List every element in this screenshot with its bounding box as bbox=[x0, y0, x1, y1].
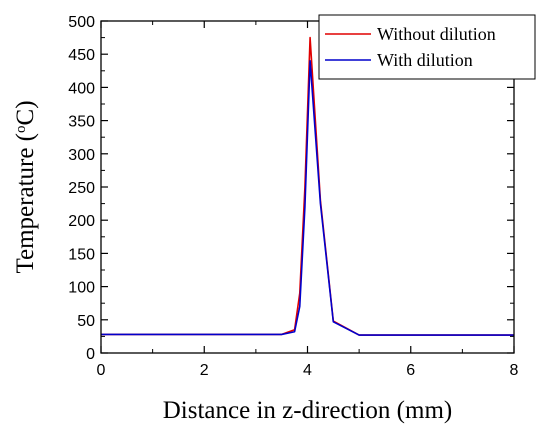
series-line-2 bbox=[101, 60, 514, 336]
legend-box bbox=[318, 14, 536, 80]
y-tick-label: 100 bbox=[68, 280, 95, 297]
series-line-1 bbox=[101, 36, 514, 336]
x-tick-label: 6 bbox=[406, 362, 415, 379]
plot-area bbox=[101, 36, 514, 336]
y-tick-label: 150 bbox=[68, 246, 95, 263]
y-tick-label: 500 bbox=[68, 14, 95, 31]
x-tick-label: 0 bbox=[97, 362, 106, 379]
legend-label-1: Without dilution bbox=[377, 24, 496, 44]
y-tick-label: 200 bbox=[68, 213, 95, 230]
y-tick-label: 350 bbox=[68, 114, 95, 131]
y-axis-title: Temperature (oC) bbox=[12, 100, 39, 273]
x-tick-label: 8 bbox=[510, 362, 519, 379]
tick-labels: 0 2 4 6 8 0 50 100 150 200 250 300 350 400 450 500 bbox=[68, 14, 518, 379]
x-axis-title: Distance in z-direction (mm) bbox=[163, 397, 452, 424]
y-tick-label: 300 bbox=[68, 147, 95, 164]
y-tick-label: 450 bbox=[68, 47, 95, 64]
y-tick-label: 400 bbox=[68, 80, 95, 97]
x-tick-label: 4 bbox=[303, 362, 312, 379]
y-axis-title-superscript: o bbox=[13, 125, 29, 133]
legend-label-2: With dilution bbox=[377, 50, 473, 70]
y-axis-title-main: Temperature ( bbox=[12, 133, 39, 274]
legend: Without dilution With dilution bbox=[318, 14, 536, 80]
y-tick-label: 0 bbox=[86, 346, 95, 363]
y-tick-label: 250 bbox=[68, 180, 95, 197]
x-tick-label: 2 bbox=[200, 362, 209, 379]
y-tick-label: 50 bbox=[77, 313, 95, 330]
y-axis-title-unit: C) bbox=[12, 100, 39, 125]
